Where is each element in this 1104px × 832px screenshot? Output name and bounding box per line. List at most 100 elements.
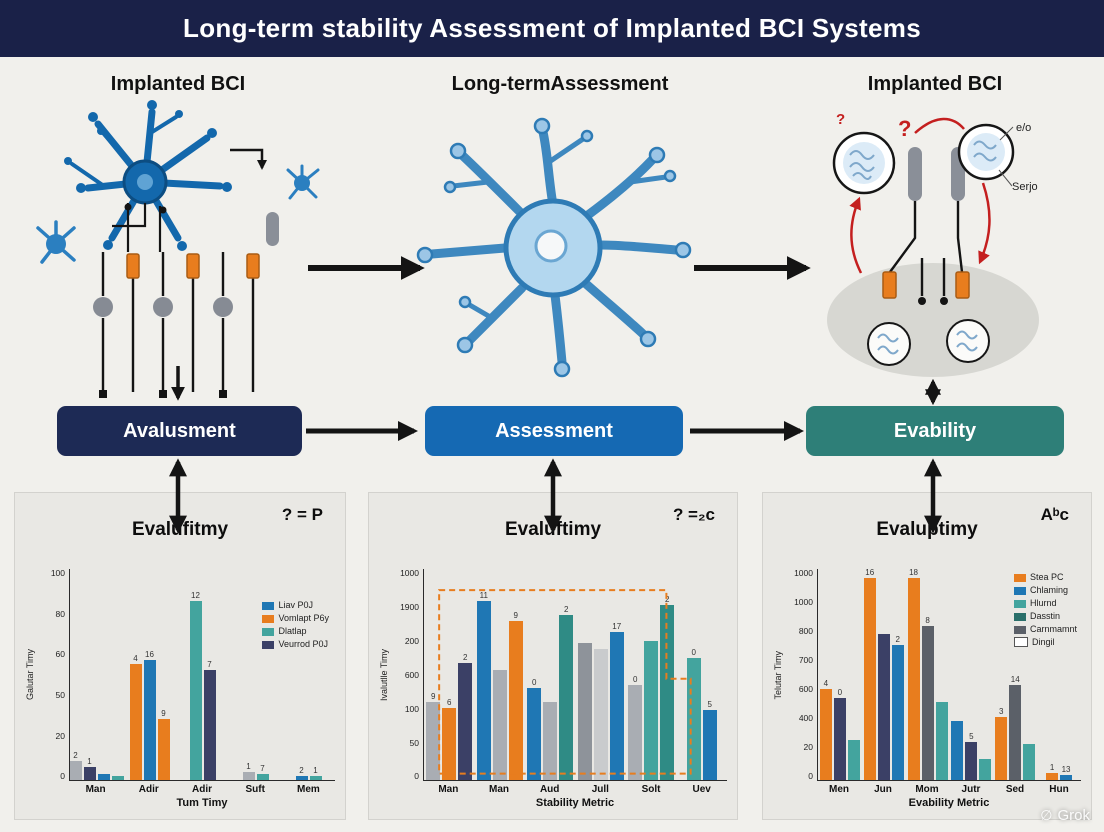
chart-annotation: ? =₂c (672, 505, 715, 524)
bar (577, 569, 592, 780)
y-tick-label: 1900 (400, 601, 419, 612)
bar-value-label: 8 (925, 615, 930, 625)
x-tick-label: Uev (692, 784, 711, 795)
left-neuron-illustration (36, 100, 320, 401)
bar: 4 (129, 569, 142, 780)
bar-value-label: 12 (191, 590, 200, 600)
capsule-electrode (951, 147, 965, 201)
x-tick-label: Men (829, 784, 849, 795)
bar-value-label: 7 (207, 660, 212, 670)
bar-value-label: 1 (246, 761, 251, 771)
bar-chart: Galutar Timy 100 80 60 50 20 0 Liav P0J Vomlap… (23, 569, 335, 813)
electrode-shanks (101, 252, 255, 392)
bar: 12 (189, 569, 202, 780)
legend-swatch (1013, 637, 1028, 648)
grok-watermark-label: Grok (1057, 807, 1090, 824)
cell-circle (867, 322, 911, 366)
chart-panel-center: ? =₂c Evaluftimy Ivalutlle Timy 1000 1900… (368, 492, 738, 820)
bar-group: 1 13 (1037, 569, 1081, 780)
legend-swatch (262, 614, 275, 623)
bar: 2 (295, 569, 308, 780)
legend-label: Chlaming (1029, 584, 1069, 595)
bar-group: 5 (949, 569, 993, 780)
bar: 4 (819, 569, 832, 780)
bar-value-label: 9 (161, 708, 166, 718)
bar: 13 (1060, 569, 1073, 780)
bar: 16 (143, 569, 156, 780)
title-banner: Long-term stability Assessment of Implan… (0, 0, 1104, 57)
cell-circle (832, 131, 896, 195)
bar: 18 (907, 568, 920, 780)
flow-arrows (169, 256, 942, 534)
legend-swatch (1013, 586, 1026, 595)
bar: 5 (965, 569, 978, 780)
bar: 2 (559, 569, 574, 780)
bar: 2 (458, 569, 473, 780)
bar (979, 569, 992, 780)
bar-value-label: 3 (998, 706, 1004, 716)
bar: 7 (256, 569, 269, 780)
legend-label: Vomlapt P6y (278, 612, 329, 623)
chart-panel-left: ? = P Evalufitmy Galutar Timy 100 80 60 50 2… (14, 492, 346, 820)
x-tick-label: Adir (138, 784, 159, 795)
y-tick-label: 1000 (794, 568, 813, 578)
bar: 9 (157, 569, 170, 780)
y-tick-label: 60 (55, 649, 65, 660)
wires (112, 203, 162, 252)
legend-swatch (262, 601, 275, 610)
dendrite-tips (416, 117, 692, 378)
bar: 2 (891, 569, 904, 780)
bar (492, 569, 507, 780)
bar-value-label: 13 (1061, 764, 1071, 774)
legend-item: Chlaming (1013, 584, 1077, 596)
y-tick-label: 1000 (794, 597, 813, 608)
bar-group: 11 9 (475, 569, 526, 780)
y-tick-label: 100 (50, 568, 65, 578)
bar-value-label: 6 (447, 698, 452, 708)
bar: 2 (69, 569, 82, 780)
capsule-electrode (266, 212, 279, 246)
stage-box-avalusment: Avalusment (57, 406, 302, 456)
y-tick-label: 600 (798, 684, 813, 695)
legend-label: Dingil (1031, 636, 1055, 647)
x-axis-ticks: Man Adir Adir Suft Mem (69, 781, 335, 797)
column-header-implanted-bci-left: Implanted BCI (110, 73, 246, 95)
legend-item: Stea PC (1013, 572, 1077, 583)
bar-value-label: 2 (73, 751, 78, 761)
y-tick-label: 400 (798, 713, 813, 724)
y-tick-label: 800 (798, 626, 813, 637)
x-tick-label: Mom (915, 784, 939, 795)
y-axis-ticks: 100 80 60 50 20 0 (37, 569, 69, 781)
y-axis-label: Telutar Timy (773, 650, 783, 700)
label-serjo: Serjo (1012, 181, 1038, 193)
dendrite-tips (64, 100, 232, 251)
legend-label: Liav P0J (278, 600, 313, 610)
bar-value-label: 18 (909, 568, 919, 577)
y-tick-label: 20 (803, 742, 813, 753)
bar-value-label: 0 (691, 647, 696, 657)
bar: 0 (628, 569, 643, 780)
bar-group: 17 (576, 569, 627, 780)
legend-item: Dasstin (1013, 611, 1077, 622)
bar-value-label: 4 (823, 679, 829, 689)
bar (644, 569, 659, 780)
bar: 3 (995, 569, 1008, 780)
capsule-electrode (908, 147, 922, 201)
x-tick-label: Man (85, 784, 106, 795)
column-header-implanted-bci-right: Implanted BCI (867, 73, 1003, 95)
chart-annotation: ? = P (281, 505, 323, 524)
x-tick-label: Jull (591, 784, 609, 795)
x-tick-label: Hun (1049, 784, 1069, 795)
bar: 9 (426, 569, 441, 780)
bar-value-label: 0 (837, 687, 843, 697)
bar-value-label: 14 (1010, 675, 1020, 685)
legend-item: Carnmamnt (1013, 624, 1077, 635)
figure-title: Long-term stability Assessment of Implan… (183, 13, 921, 43)
bar: 5 (702, 569, 717, 780)
x-axis-label: Evability Metric (908, 797, 990, 809)
legend-label: Hlurnd (1029, 597, 1057, 608)
bar-chart: Telutar Timy 1000 1000 800 700 600 400 20 0 Ste… (771, 569, 1081, 813)
